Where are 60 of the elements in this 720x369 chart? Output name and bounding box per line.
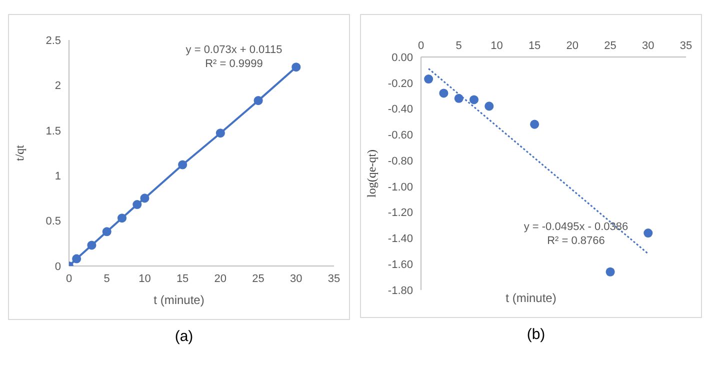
y-tick-label: 1 [54, 170, 61, 183]
x-tick-label: 5 [104, 272, 110, 285]
point [72, 254, 82, 264]
x-tick-label: 20 [214, 272, 227, 285]
point [484, 102, 494, 111]
point [117, 214, 127, 223]
y-tick-label: 0.5 [46, 216, 61, 228]
y-tick-label: 2.5 [46, 34, 61, 47]
x-axis-title: t (minute) [506, 291, 556, 305]
annotation: R² = 0.9999 [204, 57, 264, 71]
point [439, 88, 448, 98]
annotation: R² = 0.8766 [546, 234, 606, 248]
y-tick-label: 0 [54, 260, 61, 273]
x-tick-label: 25 [604, 40, 616, 52]
point [644, 228, 653, 238]
y-tick-label: -1.00 [388, 181, 413, 194]
y-tick-label: -0.60 [388, 130, 413, 142]
x-tick-label: 10 [138, 272, 151, 285]
point [254, 96, 263, 106]
point [606, 267, 615, 276]
point [102, 227, 112, 236]
y-tick-label: 2 [54, 80, 61, 92]
x-tick-label: 10 [490, 40, 503, 52]
y-axis-title: t/qt [12, 144, 26, 162]
x-tick-label: 20 [566, 40, 579, 52]
y-tick-label: 0.00 [392, 52, 413, 64]
point [292, 62, 301, 72]
x-tick-label: 15 [528, 40, 541, 52]
x-tick-label: 5 [456, 40, 462, 52]
x-tick-label: 0 [66, 272, 72, 285]
y-tick-label: -1.20 [388, 207, 413, 220]
point [87, 240, 96, 250]
x-tick-label: 35 [680, 40, 692, 52]
text: (b) [526, 326, 546, 343]
x-tick-label: 30 [290, 272, 302, 285]
x-tick-label: 25 [252, 272, 264, 285]
y-tick-label: -0.80 [388, 155, 413, 168]
x-tick-label: 30 [642, 40, 654, 52]
y-tick-label: -1.40 [388, 233, 413, 246]
y-tick-label: 1.5 [46, 125, 61, 138]
point [454, 94, 464, 103]
point [424, 74, 434, 84]
y-tick-label: -1.60 [388, 259, 413, 272]
x-tick-label: 0 [418, 40, 424, 52]
x-tick-label: 35 [328, 272, 340, 285]
annotation: y = -0.0495x - 0.0386 [522, 220, 630, 234]
point [469, 95, 479, 104]
y-tick-label: -0.20 [388, 78, 413, 90]
y-tick-label: -0.40 [388, 104, 413, 116]
point [530, 120, 540, 129]
point [178, 160, 188, 170]
point [216, 128, 225, 138]
x-tick-label: 15 [176, 272, 189, 285]
annotation: y = 0.073x + 0.0115 [184, 43, 284, 57]
y-axis-title: log(qe-qt) [364, 150, 378, 198]
text: (a) [174, 328, 194, 345]
point [132, 200, 142, 210]
y-tick-label: -1.80 [388, 284, 413, 297]
x-axis-title: t (minute) [152, 293, 206, 309]
point [140, 194, 150, 203]
